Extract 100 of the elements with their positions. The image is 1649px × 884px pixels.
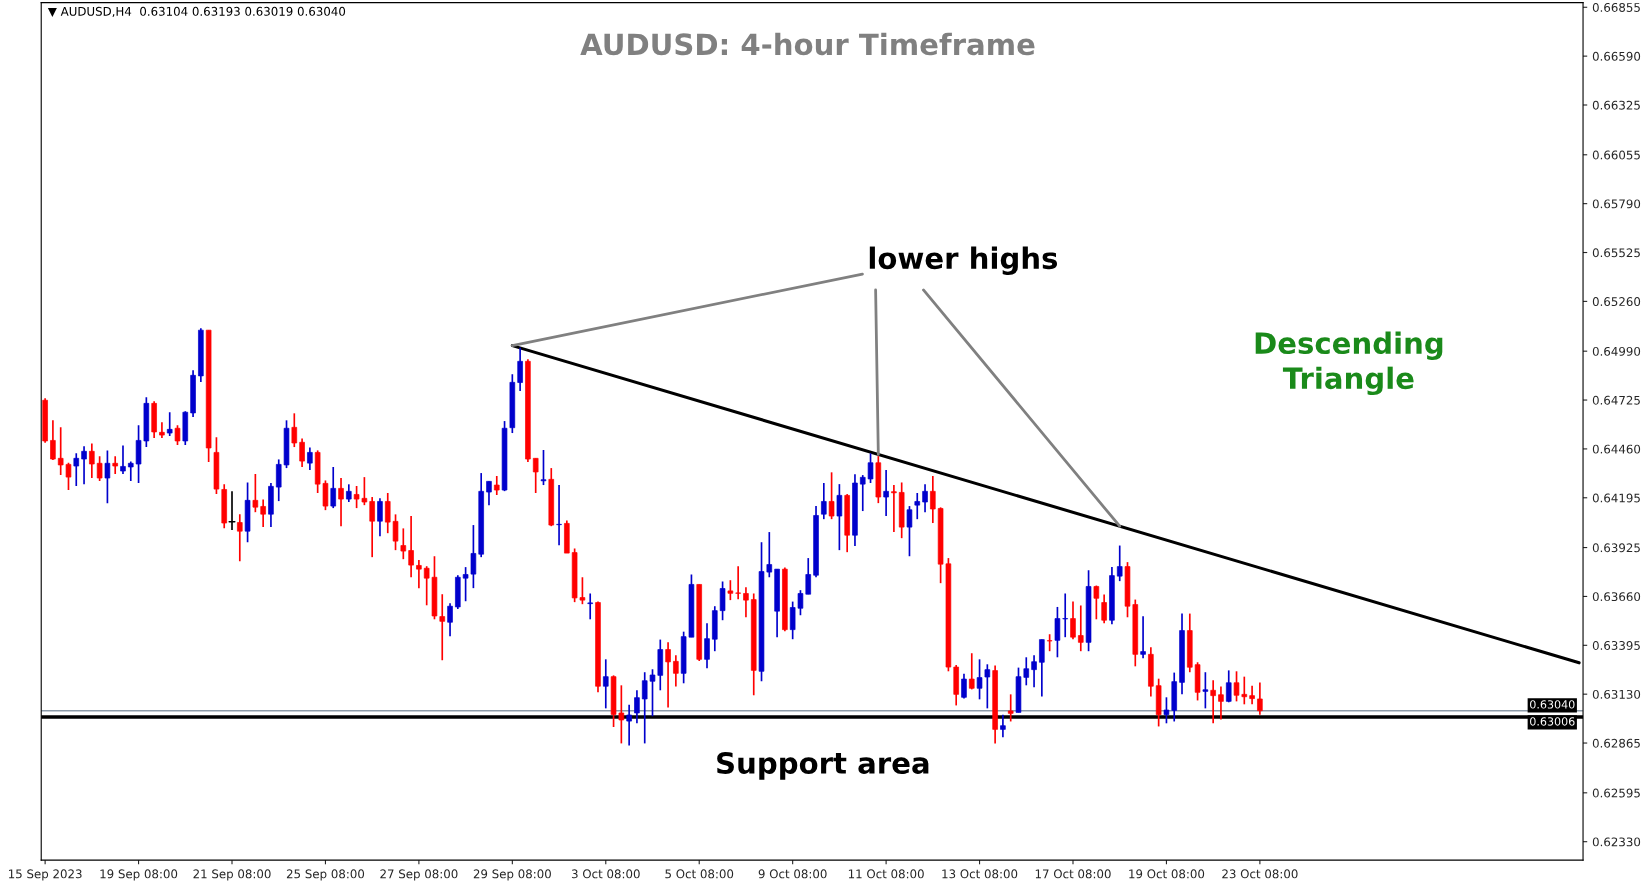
candlestick bbox=[1093, 584, 1100, 621]
annotation: Descending Triangle bbox=[1255, 331, 1443, 396]
candlestick bbox=[665, 641, 671, 709]
candlestick bbox=[299, 437, 305, 468]
candlestick bbox=[906, 505, 913, 558]
candlestick bbox=[914, 492, 921, 521]
candlestick bbox=[1000, 713, 1006, 739]
candlestick bbox=[1140, 615, 1146, 660]
y-tick-label: 0.66855 bbox=[1592, 2, 1640, 12]
y-tick-label: 0.64725 bbox=[1592, 395, 1640, 405]
y-tick-label: 0.63130 bbox=[1592, 689, 1641, 699]
x-tick-label: 25 Sep 08:00 bbox=[286, 869, 365, 881]
candlestick bbox=[634, 689, 640, 725]
candlestick bbox=[1078, 604, 1084, 653]
candlestick bbox=[81, 445, 87, 485]
candlestick bbox=[1039, 638, 1045, 698]
candlestick bbox=[447, 602, 453, 638]
x-tick-label: 17 Oct 08:00 bbox=[1035, 869, 1111, 879]
y-tick-label: 0.66590 bbox=[1592, 51, 1641, 61]
y-tick-label: 0.63395 bbox=[1592, 641, 1640, 650]
candlestick bbox=[930, 475, 936, 524]
y-tick-label: 0.62330 bbox=[1592, 837, 1641, 847]
candlestick bbox=[836, 483, 843, 551]
x-tick-label: 13 Oct 08:00 bbox=[942, 869, 1018, 879]
candlestick bbox=[673, 654, 679, 688]
candlestick bbox=[743, 586, 749, 619]
y-tick-label: 0.62595 bbox=[1592, 788, 1640, 798]
x-tick-label: 19 Oct 08:00 bbox=[1129, 869, 1205, 879]
candlestick bbox=[228, 490, 236, 531]
candlestick bbox=[1202, 671, 1209, 710]
candlestick bbox=[416, 559, 422, 589]
candlestick bbox=[735, 565, 741, 601]
candlestick bbox=[73, 452, 80, 487]
ref-line-label: 0.63040 bbox=[1530, 700, 1575, 709]
x-tick-label: 5 Oct 08:00 bbox=[665, 869, 734, 879]
candlestick bbox=[922, 483, 928, 513]
candlestick bbox=[540, 449, 547, 486]
y-tick-label: 0.64195 bbox=[1592, 493, 1640, 503]
candlestick bbox=[50, 419, 56, 461]
candlestick bbox=[727, 579, 734, 601]
candlestick bbox=[307, 446, 313, 471]
y-tick-label: 0.65260 bbox=[1592, 297, 1641, 307]
candlestick bbox=[1070, 600, 1076, 641]
ref-line-label: 0.63006 bbox=[1530, 717, 1575, 726]
candlestick bbox=[237, 513, 243, 563]
candlestick bbox=[400, 527, 407, 561]
candlestick bbox=[338, 477, 344, 528]
candlestick bbox=[96, 455, 103, 482]
candlestick bbox=[174, 424, 181, 446]
y-tick-label: 0.64990 bbox=[1592, 346, 1641, 356]
candlestick bbox=[486, 480, 492, 506]
candlestick bbox=[969, 652, 975, 691]
x-tick-label: 9 Oct 08:00 bbox=[758, 869, 827, 879]
candlestick bbox=[1031, 654, 1037, 689]
candlestick bbox=[104, 449, 111, 504]
candlestick bbox=[556, 484, 562, 547]
candlestick bbox=[1249, 684, 1255, 706]
candlestick bbox=[166, 411, 173, 437]
candlestick bbox=[587, 592, 593, 621]
candlestick bbox=[377, 497, 383, 537]
candlestick bbox=[891, 484, 897, 533]
x-tick-label: 21 Sep 08:00 bbox=[193, 869, 271, 881]
y-tick-label: 0.65525 bbox=[1592, 248, 1640, 258]
candlestick bbox=[89, 442, 95, 479]
candlestick bbox=[1116, 544, 1123, 582]
y-tick-label: 0.66055 bbox=[1592, 150, 1640, 160]
y-tick-label: 0.63925 bbox=[1592, 543, 1640, 553]
x-tick-label: 27 Sep 08:00 bbox=[380, 869, 458, 881]
candlestick bbox=[1054, 606, 1061, 659]
candlestick bbox=[1218, 685, 1224, 721]
candlestick bbox=[828, 471, 835, 521]
candlestick bbox=[1007, 693, 1014, 723]
candlestick bbox=[517, 347, 523, 392]
text: AUDUSD: 4-hour Timeframe bbox=[580, 32, 1035, 56]
y-tick-label: 0.64460 bbox=[1592, 444, 1641, 454]
y-tick-label: 0.66325 bbox=[1592, 100, 1640, 110]
candlestick bbox=[719, 580, 726, 622]
candlestick bbox=[603, 658, 609, 710]
y-tick-label: 0.65790 bbox=[1592, 199, 1641, 209]
candlestick bbox=[1062, 592, 1068, 639]
annotation: lower highs bbox=[869, 246, 1058, 276]
candlestick bbox=[369, 496, 375, 558]
candlestick bbox=[1101, 593, 1107, 625]
candlestick bbox=[961, 672, 967, 700]
candlestick bbox=[1210, 679, 1216, 725]
annotation: ▼ AUDUSD,H4 0.63104 0.63193 0.63019 0.63040 bbox=[47, 6, 346, 18]
candlestick bbox=[120, 444, 126, 475]
candlestick bbox=[532, 457, 539, 494]
x-tick-label: 19 Sep 08:00 bbox=[100, 869, 178, 881]
candlestick bbox=[494, 475, 500, 496]
x-tick-label: 15 Sep 2023 bbox=[9, 869, 82, 881]
y-tick-label: 0.62865 bbox=[1592, 738, 1640, 748]
candlestick bbox=[408, 515, 414, 579]
x-tick-label: 23 Oct 08:00 bbox=[1222, 869, 1298, 879]
x-tick-label: 29 Sep 08:00 bbox=[473, 869, 551, 881]
candlestick bbox=[330, 466, 336, 509]
candlestick bbox=[112, 455, 118, 475]
x-tick-label: 3 Oct 08:00 bbox=[571, 869, 640, 879]
candlestick bbox=[291, 412, 298, 448]
candlestick bbox=[626, 703, 632, 747]
